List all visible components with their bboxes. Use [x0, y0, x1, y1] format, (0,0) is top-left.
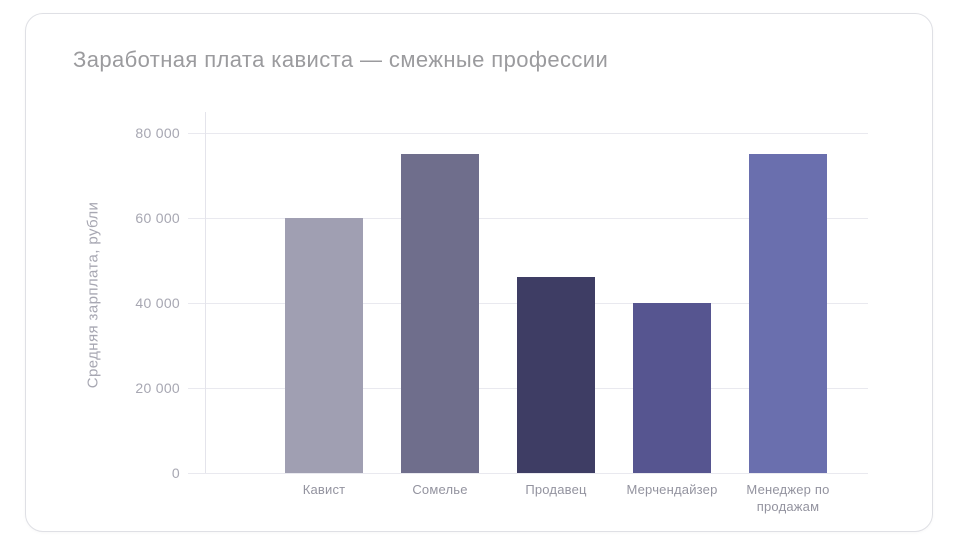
gridline [188, 132, 868, 134]
bar [401, 154, 479, 473]
y-tick-label: 0 [171, 465, 180, 481]
y-tick-label: 60 000 [135, 210, 180, 226]
bar [517, 277, 595, 473]
category-label: Кавист [302, 482, 346, 497]
category-label: Мерчендайзер [626, 482, 718, 497]
y-tick-label: 40 000 [135, 295, 180, 311]
y-tick-label: 20 000 [135, 380, 180, 396]
y-tick-label: 80 000 [135, 125, 180, 141]
category-label: Продавец [525, 482, 587, 497]
gridline [188, 217, 868, 219]
chart-title: Заработная плата кависта — смежные профе… [73, 47, 609, 72]
y-axis-line [205, 112, 206, 473]
bar [749, 154, 827, 473]
category-label: Менеджер по продажам [746, 482, 830, 514]
gridline [188, 472, 868, 474]
bar [285, 218, 363, 473]
bar [633, 303, 711, 473]
category-label: Сомелье [412, 482, 468, 497]
